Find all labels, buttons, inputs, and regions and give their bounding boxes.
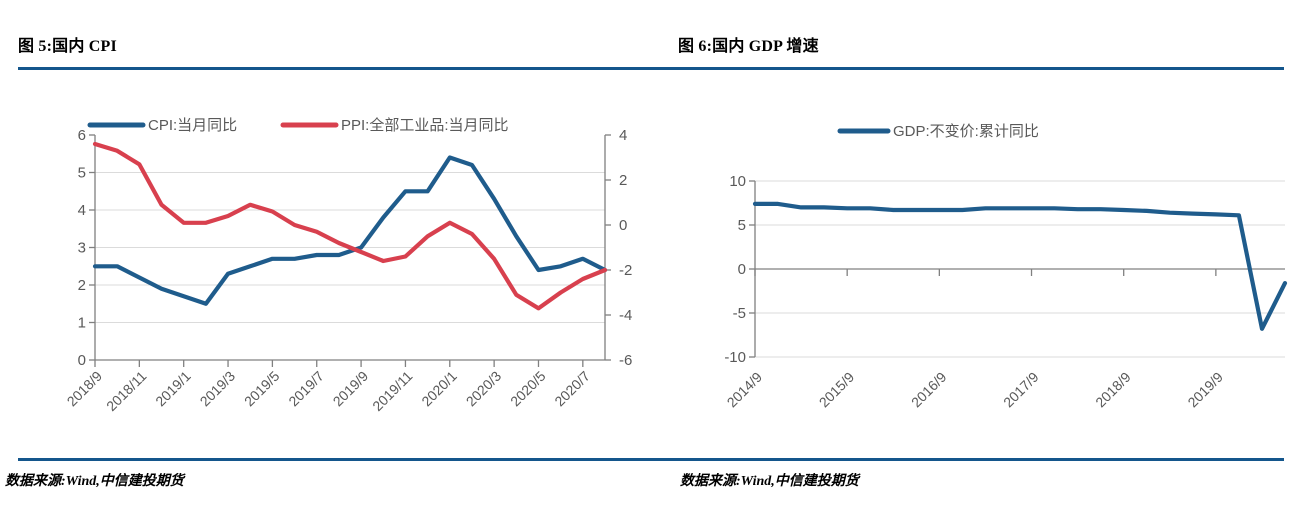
figure5-title: 图 5:国内 CPI [18, 38, 117, 55]
x-axis-tick-label: 2019/11 [369, 368, 416, 415]
x-axis-tick-label: 2018/11 [103, 368, 150, 415]
figure6-title: 图 6:国内 GDP 增速 [678, 38, 819, 55]
x-axis-tick-label: 2019/1 [152, 368, 194, 410]
x-axis-tick-label: 2020/5 [507, 368, 549, 410]
y-axis-tick-label: 6 [78, 127, 86, 144]
x-axis-tick-label: 2019/9 [1184, 369, 1226, 411]
source-note-right: 数据来源:Wind,中信建投期货 [680, 474, 859, 489]
x-axis-tick-label: 2019/9 [330, 368, 372, 410]
y-axis-tick-label: 10 [729, 173, 746, 190]
x-axis-tick-label: 2020/3 [463, 368, 505, 410]
x-axis-tick-label: 2019/7 [285, 368, 327, 410]
secondary-y-axis-tick-label: -6 [619, 352, 632, 369]
series-line [752, 201, 1288, 331]
y-axis-tick-label: 3 [78, 240, 86, 257]
x-axis-tick-label: 2015/9 [816, 369, 858, 411]
x-axis-tick-label: 2014/9 [724, 369, 766, 411]
x-axis-tick-label: 2019/5 [241, 368, 283, 410]
secondary-y-axis-tick-label: 4 [619, 127, 627, 144]
y-axis-tick-label: -10 [724, 349, 746, 366]
series-line [92, 141, 608, 311]
y-axis-tick-label: 0 [78, 352, 86, 369]
secondary-y-axis-tick-label: -4 [619, 307, 632, 324]
footer-rule [18, 458, 1284, 461]
x-axis-tick-label: 2020/1 [418, 368, 460, 410]
source-note-left: 数据来源:Wind,中信建投期货 [5, 474, 184, 489]
y-axis-tick-label: 5 [738, 217, 746, 234]
legend-label: GDP:不变价:累计同比 [893, 123, 1039, 140]
x-axis-tick-label: 2020/7 [551, 368, 593, 410]
y-axis-tick-label: 4 [78, 202, 86, 219]
y-axis-tick-label: 2 [78, 277, 86, 294]
y-axis-tick-label: -5 [733, 305, 746, 322]
x-axis-tick-label: 2016/9 [908, 369, 950, 411]
secondary-y-axis-tick-label: 2 [619, 172, 627, 189]
y-axis-tick-label: 5 [78, 165, 86, 182]
y-axis-tick-label: 0 [738, 261, 746, 278]
secondary-y-axis-tick-label: 0 [619, 217, 627, 234]
header-rule [18, 67, 1284, 70]
secondary-y-axis-tick-label: -2 [619, 262, 632, 279]
y-axis-tick-label: 1 [78, 315, 86, 332]
x-axis-tick-label: 2018/9 [64, 368, 106, 410]
legend-label: PPI:全部工业品:当月同比 [341, 116, 509, 134]
x-axis-tick-label: 2019/3 [197, 368, 239, 410]
gdp-chart: -10 -5 0 5 10 2014/9 2015/9 2016/9 2017/9 2018/9 2… [724, 123, 1288, 411]
legend-label: CPI:当月同比 [148, 117, 237, 134]
series-line [92, 155, 608, 306]
x-axis-tick-label: 2017/9 [1000, 369, 1042, 411]
x-axis-tick-label: 2018/9 [1092, 369, 1134, 411]
